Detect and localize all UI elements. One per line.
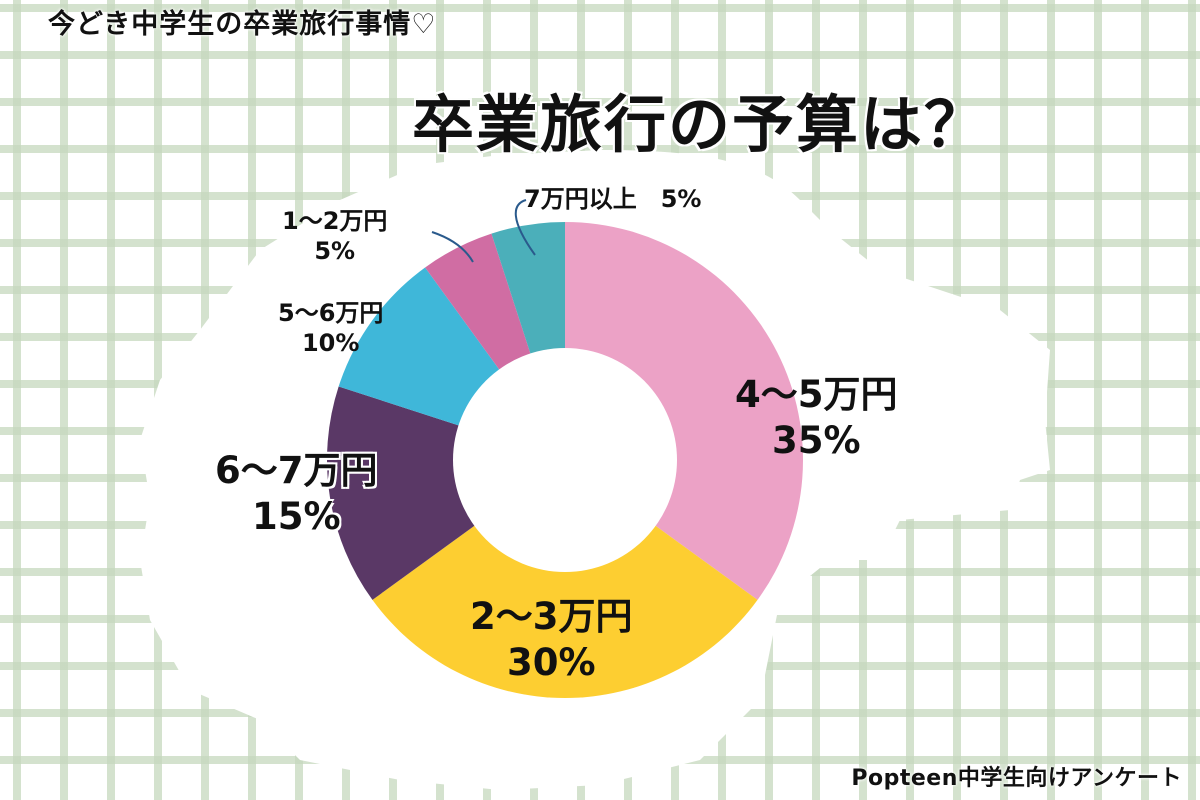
- page-title: 卒業旅行の予算は？: [412, 88, 989, 161]
- donut-slice: [327, 386, 565, 600]
- slice-label-5-6man: 5〜6万円 10%: [278, 299, 384, 357]
- leader-line-7man-plus: [514, 199, 536, 256]
- donut-hole: [453, 348, 677, 572]
- slice-label-4-5man: 4〜5万円 35%: [735, 373, 898, 463]
- slice-label-7man-plus: 7万円以上 5%: [524, 185, 702, 213]
- donut-slice: [565, 222, 803, 600]
- slice-label-1-2man: 1〜2万円 5%: [282, 207, 388, 265]
- subtitle: 今どき中学生の卒業旅行事情♡: [48, 9, 437, 40]
- donut-slice: [372, 460, 758, 698]
- source-credit: Popteen中学生向けアンケート: [851, 766, 1182, 791]
- leader-line-1-2man: [431, 231, 474, 263]
- slice-label-6-7man: 6〜7万円 15%: [215, 449, 378, 539]
- slice-label-2-3man: 2〜3万円 30%: [470, 595, 633, 685]
